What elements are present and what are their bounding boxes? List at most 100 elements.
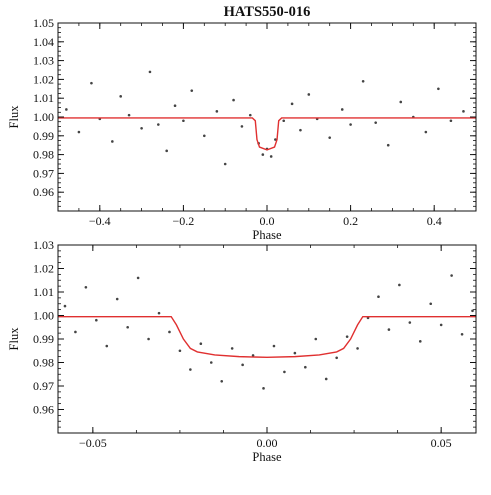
data-point [345,335,349,338]
data-point [248,113,252,117]
x-tick-label: −0.05 [79,436,107,450]
data-point [199,342,203,346]
data-point [178,349,182,353]
x-tick-label: 0.05 [431,436,452,450]
data-point [241,363,244,367]
data-point [307,93,311,96]
data-point [314,337,318,341]
data-point [168,330,171,334]
data-point [283,370,286,374]
y-tick-label: 0.98 [33,148,54,162]
data-point [399,100,403,104]
data-point [386,143,390,147]
y-axis-label: Flux [7,105,21,129]
y-tick-label: 1.02 [33,262,54,276]
data-point [140,126,143,130]
data-point [115,297,119,301]
data-point [328,136,332,139]
data-point [324,377,328,381]
y-tick-label: 1.01 [33,285,54,299]
data-point [240,125,244,128]
data-point [304,365,307,369]
y-tick-label: 1.01 [33,91,54,105]
data-point [84,286,88,289]
x-tick-label: −0.2 [173,214,195,228]
data-point [335,356,338,360]
y-tick-label: 0.99 [33,129,54,143]
y-tick-label: 1.00 [33,309,54,323]
y-tick-label: 0.96 [33,403,54,417]
data-point [439,323,443,327]
chart-title: HATS550-016 [223,4,311,20]
data-point [293,351,297,355]
data-point [230,347,234,350]
x-axis-label: Phase [252,228,282,242]
data-point [127,113,131,117]
data-point [190,89,194,92]
data-point [429,302,433,306]
data-point [377,295,380,299]
data-point [449,119,453,123]
y-tick-label: 1.02 [33,72,54,86]
data-point [147,337,150,341]
data-point [173,104,177,108]
data-point [437,87,440,91]
x-tick-label: 0.0 [260,214,275,228]
model-line [58,315,476,359]
data-point [215,110,219,113]
data-point [119,95,122,98]
data-point [157,123,160,126]
data-point [418,340,422,343]
y-tick-label: 0.96 [33,185,54,199]
y-tick-label: 1.03 [33,238,54,252]
data-point [251,354,255,357]
bottom-panel: −0.05 0.00 0.05 0.96 0.97 0.98 0.99 1.00 1.01 1.0… [7,238,477,464]
data-point [223,162,227,166]
data-point [340,108,344,111]
y-tick-label: 0.98 [33,356,54,370]
x-tick-label: 0.4 [427,214,442,228]
top-panel: −0.4 −0.2 0.0 0.2 0.4 0.96 0.97 0.98 0.99 1.00 1.0… [7,16,477,242]
data-point [462,110,465,113]
data-point [274,138,277,141]
data-point [157,311,161,315]
data-point [220,380,224,383]
plot-area [58,70,476,166]
data-point [111,140,114,143]
data-point [165,149,168,153]
data-point [90,81,93,85]
data-point [126,325,129,329]
y-tick-label: 0.99 [33,332,54,346]
data-point [424,130,428,134]
data-point [261,153,265,156]
axes-frame [57,244,477,434]
data-point [349,123,352,126]
data-point [95,318,98,322]
data-point [232,98,235,102]
y-tick-label: 1.03 [33,54,54,68]
plot-area [58,274,476,390]
data-point [398,283,401,287]
y-axis-label: Flux [7,327,21,351]
y-tick-label: 1.00 [33,110,54,124]
data-point [269,155,273,158]
data-point [471,309,474,313]
y-tick-label: 0.97 [33,379,54,393]
data-point [408,321,412,324]
data-point [77,130,81,134]
data-point [374,121,377,124]
data-point [450,274,453,277]
data-point [290,102,294,106]
y-tick-label: 1.04 [33,35,54,49]
data-point [282,119,286,123]
model-line [58,117,476,151]
y-tick-label: 0.97 [33,166,54,180]
data-point [460,333,464,336]
data-point [299,128,302,132]
data-point [105,344,109,348]
data-point [387,328,391,331]
data-point [356,347,359,350]
x-axis-label: Phase [252,450,282,464]
data-point [262,387,265,390]
